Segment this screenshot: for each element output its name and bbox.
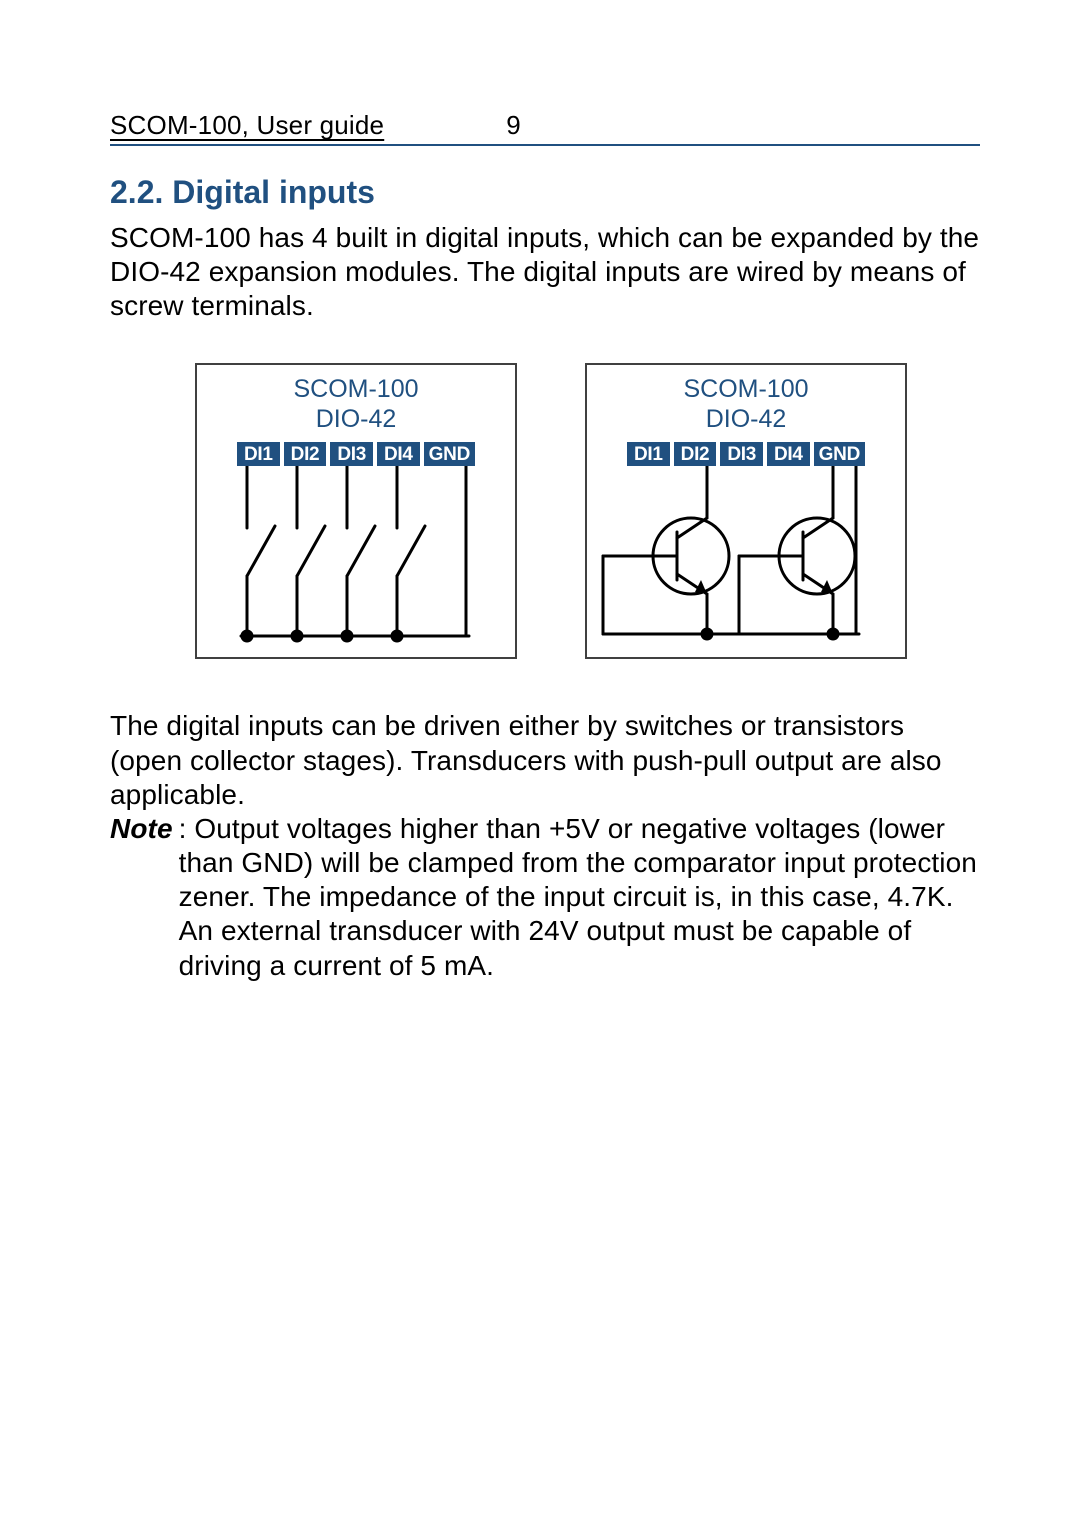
module-switches: SCOM-100 DIO-42 DI1 DI2 DI3 DI4 GND [195,363,517,659]
page-number: 9 [506,110,521,141]
terminal-di1: DI1 [237,442,280,466]
terminal-di3: DI3 [720,442,763,466]
wiring-figure: SCOM-100 DIO-42 DI1 DI2 DI3 DI4 GND [195,363,980,659]
terminal-di2: DI2 [674,442,717,466]
note-block: Note : Output voltages higher than +5V o… [110,812,980,983]
intro-paragraph: SCOM-100 has 4 built in digital inputs, … [110,221,980,323]
terminal-di1: DI1 [627,442,670,466]
terminal-gnd: GND [814,442,865,466]
terminal-row: DI1 DI2 DI3 DI4 GND [237,442,475,466]
terminal-di2: DI2 [284,442,327,466]
section-heading: 2.2. Digital inputs [110,174,980,211]
terminal-di3: DI3 [330,442,373,466]
section-title-text: Digital inputs [172,174,375,210]
terminal-row: DI1 DI2 DI3 DI4 GND [627,442,865,466]
module-title: SCOM-100 DIO-42 [293,375,418,434]
section-number: 2.2. [110,174,163,210]
module-title: SCOM-100 DIO-42 [683,375,808,434]
terminal-di4: DI4 [767,442,810,466]
paragraph-2: The digital inputs can be driven either … [110,709,980,811]
note-body: : Output voltages higher than +5V or neg… [179,812,980,983]
page-header: SCOM-100, User guide 9 [110,110,980,146]
note-label: Note [110,812,173,846]
switches-diagram [209,466,509,656]
terminal-di4: DI4 [377,442,420,466]
doc-title: SCOM-100, User guide [110,110,384,141]
module-transistors: SCOM-100 DIO-42 DI1 DI2 DI3 DI4 GND [585,363,907,659]
transistors-diagram [599,466,899,656]
terminal-gnd: GND [424,442,475,466]
